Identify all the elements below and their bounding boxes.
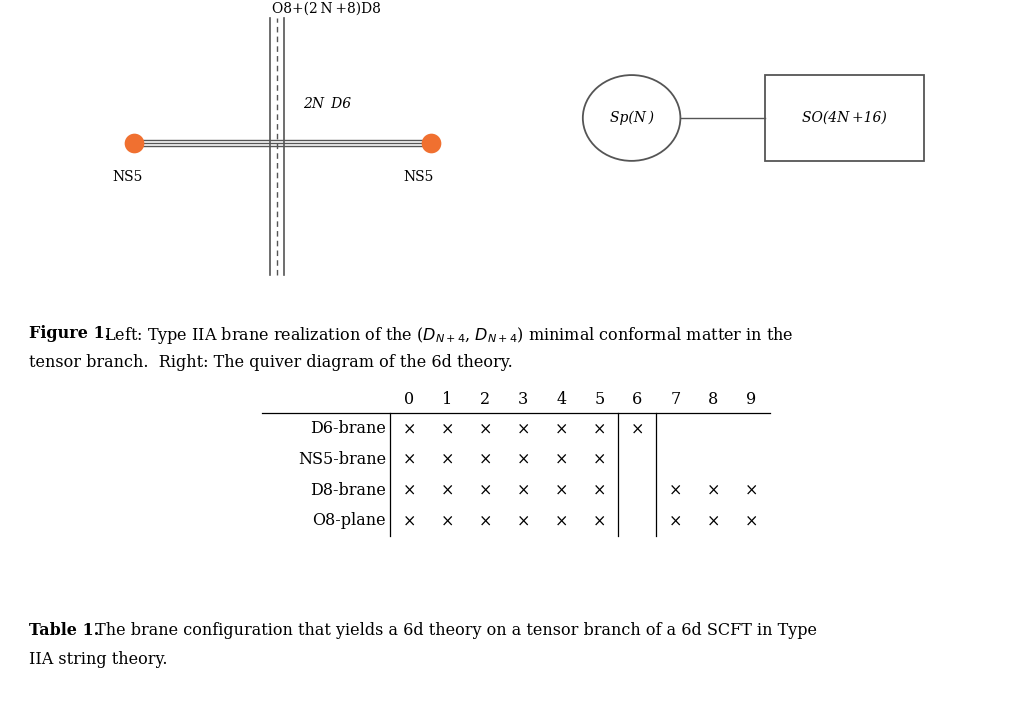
Text: NS5: NS5 xyxy=(112,170,143,184)
Text: ×: × xyxy=(745,482,758,498)
Text: ×: × xyxy=(479,482,492,498)
Text: tensor branch.  Right: The quiver diagram of the 6d theory.: tensor branch. Right: The quiver diagram… xyxy=(29,354,512,371)
Text: ×: × xyxy=(517,451,530,468)
Text: ×: × xyxy=(669,482,682,498)
Text: 5: 5 xyxy=(595,390,604,408)
Text: ×: × xyxy=(555,482,568,498)
Text: ×: × xyxy=(403,451,416,468)
Text: ×: × xyxy=(403,513,416,529)
Text: Left: Type IIA brane realization of the ($D_{N+4}$, $D_{N+4}$) minimal conformal: Left: Type IIA brane realization of the … xyxy=(99,325,793,346)
Text: ×: × xyxy=(593,420,606,437)
Text: ×: × xyxy=(403,482,416,498)
Text: IIA string theory.: IIA string theory. xyxy=(29,651,167,668)
Text: 4: 4 xyxy=(557,390,566,408)
Text: O8-plane: O8-plane xyxy=(312,513,386,529)
Text: ×: × xyxy=(707,513,720,529)
Text: ×: × xyxy=(479,420,492,437)
Text: 2N  D6: 2N D6 xyxy=(303,97,351,111)
Text: 2: 2 xyxy=(481,390,490,408)
Text: ×: × xyxy=(403,420,416,437)
Text: SO(4N +16): SO(4N +16) xyxy=(802,111,887,125)
Text: ×: × xyxy=(479,513,492,529)
Text: ×: × xyxy=(441,482,454,498)
Text: ×: × xyxy=(631,420,644,437)
Text: 6: 6 xyxy=(633,390,642,408)
Text: ×: × xyxy=(593,482,606,498)
Text: 3: 3 xyxy=(519,390,528,408)
Text: 1: 1 xyxy=(443,390,452,408)
Text: ×: × xyxy=(669,513,682,529)
Point xyxy=(423,137,440,149)
Text: 7: 7 xyxy=(671,390,680,408)
Text: ×: × xyxy=(745,513,758,529)
Text: Figure 1.: Figure 1. xyxy=(29,325,110,342)
Text: ×: × xyxy=(517,420,530,437)
Text: ×: × xyxy=(555,451,568,468)
Text: D6-brane: D6-brane xyxy=(310,420,386,437)
Text: ×: × xyxy=(441,513,454,529)
Text: ×: × xyxy=(479,451,492,468)
Text: NS5: NS5 xyxy=(404,170,434,184)
Bar xyxy=(765,75,924,161)
Point xyxy=(125,137,142,149)
Text: Table 1.: Table 1. xyxy=(29,622,99,639)
Text: 9: 9 xyxy=(747,390,756,408)
Text: ×: × xyxy=(593,451,606,468)
Text: O8+(2 N +8)D8: O8+(2 N +8)D8 xyxy=(272,1,381,16)
Text: 8: 8 xyxy=(709,390,718,408)
Text: The brane configuration that yields a 6d theory on a tensor branch of a 6d SCFT : The brane configuration that yields a 6d… xyxy=(90,622,817,639)
Text: ×: × xyxy=(555,420,568,437)
Text: 0: 0 xyxy=(405,390,414,408)
Text: Sp(N ): Sp(N ) xyxy=(610,111,653,125)
Text: ×: × xyxy=(517,513,530,529)
Text: ×: × xyxy=(441,451,454,468)
Text: ×: × xyxy=(593,513,606,529)
Text: NS5-brane: NS5-brane xyxy=(298,451,386,468)
Text: ×: × xyxy=(555,513,568,529)
Text: ×: × xyxy=(517,482,530,498)
Text: ×: × xyxy=(441,420,454,437)
Text: ×: × xyxy=(707,482,720,498)
Text: D8-brane: D8-brane xyxy=(310,482,386,498)
